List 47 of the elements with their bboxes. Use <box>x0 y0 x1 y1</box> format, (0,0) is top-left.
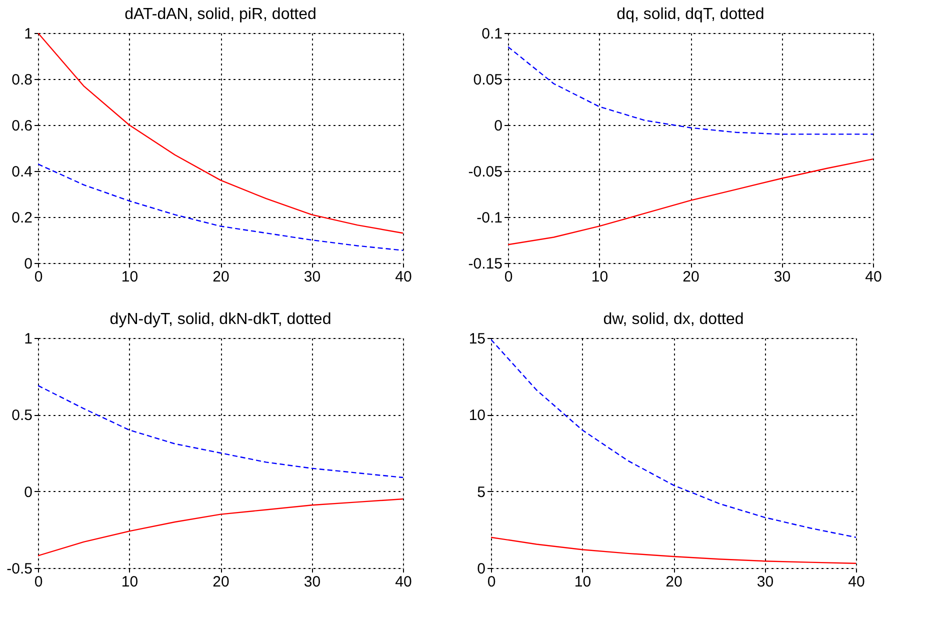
x-tick-label: 20 <box>666 574 682 590</box>
x-tick-label: 10 <box>574 574 592 590</box>
y-tick-label: 0.6 <box>12 118 32 134</box>
y-tick-label: -0.15 <box>468 256 502 272</box>
x-tick-label: 40 <box>848 574 865 590</box>
x-tick-label: 30 <box>774 268 791 286</box>
x-tick-label: 20 <box>682 268 700 286</box>
line-series <box>508 46 873 135</box>
chart-title: dAT-dAN, solid, piR, dotted <box>124 6 316 23</box>
y-tick-label: 0 <box>24 484 32 501</box>
chart-title: dyN-dyT, solid, dkN-dkT, dotted <box>110 311 332 328</box>
y-tick-label: 5 <box>477 484 486 501</box>
y-tick-label: 15 <box>468 330 486 348</box>
y-tick-label: 0.1 <box>482 26 502 42</box>
line-series <box>38 164 403 251</box>
x-tick-label: 10 <box>121 268 138 286</box>
y-tick-label: 10 <box>468 407 486 424</box>
chart-title: dw, solid, dx, dotted <box>603 311 744 328</box>
y-tick-label: -0.05 <box>468 164 502 180</box>
x-tick-label: 40 <box>395 574 412 590</box>
x-tick-label: 30 <box>756 574 774 590</box>
y-tick-label: 1 <box>24 330 32 348</box>
y-tick-label: 0.8 <box>12 72 32 88</box>
x-tick-label: 20 <box>212 574 230 590</box>
x-tick-label: 10 <box>591 268 608 286</box>
x-tick-label: 0 <box>504 268 513 286</box>
y-tick-label: 0 <box>494 118 502 134</box>
line-series <box>491 536 856 564</box>
y-tick-label: 0 <box>477 560 486 578</box>
x-tick-label: 40 <box>395 268 412 286</box>
y-tick-label: 0.2 <box>12 210 32 226</box>
x-tick-label: 40 <box>865 268 882 286</box>
y-tick-label: 0.4 <box>12 164 32 180</box>
x-tick-label: 20 <box>212 268 230 286</box>
y-tick-label: 0 <box>24 256 32 272</box>
y-tick-label: 0.5 <box>12 407 32 424</box>
y-tick-label: 0.05 <box>473 72 502 88</box>
x-tick-label: 10 <box>121 574 138 590</box>
y-tick-label: 1 <box>24 26 32 42</box>
x-tick-label: 30 <box>304 574 321 590</box>
x-tick-label: 30 <box>304 268 321 286</box>
line-series <box>38 498 403 556</box>
chart-title: dq, solid, dqT, dotted <box>616 6 764 23</box>
y-tick-label: -0.1 <box>476 210 502 226</box>
y-tick-label: -0.5 <box>6 560 32 578</box>
line-series <box>38 384 403 478</box>
line-series <box>508 158 873 246</box>
